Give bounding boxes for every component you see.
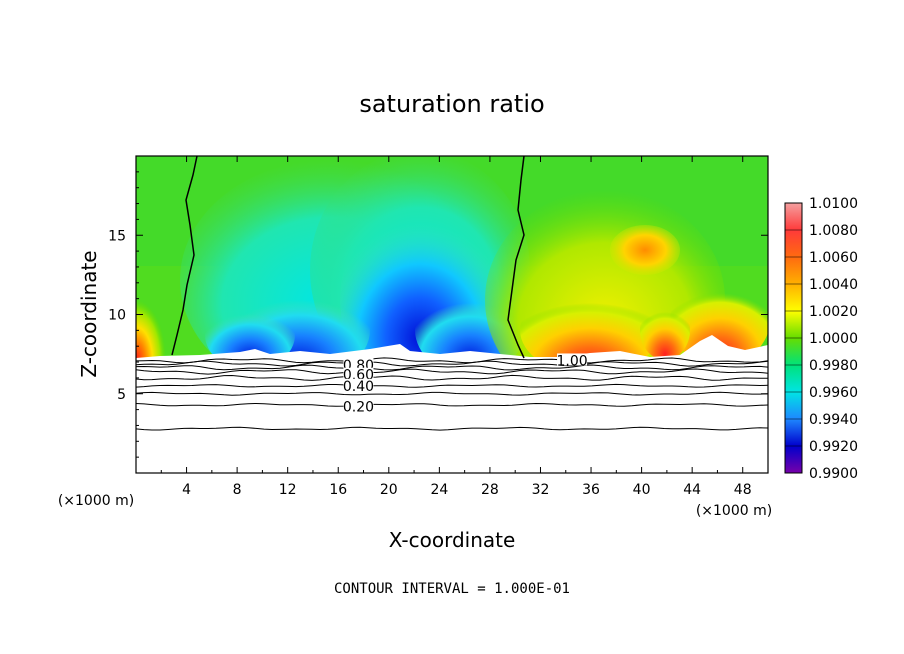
colorbar-label: 1.0020	[809, 304, 858, 320]
contour-line	[135, 364, 769, 371]
y-axis-label: Z-coordinate	[77, 250, 101, 377]
colorbar-steps	[785, 229, 802, 447]
warm-region-2	[670, 275, 768, 365]
contour-label-bg	[343, 358, 374, 371]
x-tick-label: 24	[430, 482, 448, 498]
colorbar-label: 1.0100	[809, 196, 858, 212]
warm-region-left-edge	[136, 300, 166, 360]
contour-line	[135, 391, 769, 396]
contour-1-00-left	[171, 155, 198, 356]
x-unit-right: (×1000 m)	[696, 503, 772, 519]
blue-region-far-left	[205, 300, 295, 370]
contour-interval-note: CONTOUR INTERVAL = 1.000E-01	[334, 581, 570, 597]
x-tick-label: 40	[633, 482, 651, 498]
colorbar-label: 1.0060	[809, 250, 858, 266]
chart-title: saturation ratio	[359, 90, 544, 118]
colorbar-label: 0.9960	[809, 385, 858, 401]
x-tick-label: 28	[481, 482, 499, 498]
x-tick-label: 8	[233, 482, 242, 498]
x-tick-label: 20	[380, 482, 398, 498]
y-tick-label: 10	[108, 308, 126, 324]
x-tick-label: 16	[329, 482, 347, 498]
contour-label: 0.40	[343, 379, 374, 395]
x-tick-label: 44	[683, 482, 701, 498]
x-tick-label: 36	[582, 482, 600, 498]
warm-region-3	[610, 225, 680, 275]
contour-line	[135, 402, 769, 407]
contour-line	[135, 374, 769, 381]
x-tick-label: 32	[532, 482, 550, 498]
colorbar-label: 1.0000	[809, 331, 858, 347]
x-tick-label: 12	[279, 482, 297, 498]
x-tick-label: 4	[182, 482, 191, 498]
colorbar-labels: 1.0100 1.0080 1.0060 1.0040 1.0020 1.0000 0.99…	[809, 196, 858, 482]
colorbar-label: 1.0040	[809, 277, 858, 293]
colorbar-label: 1.0080	[809, 223, 858, 239]
contour-label: 0.20	[343, 399, 374, 415]
contour-line	[135, 357, 769, 364]
x-axis-ticks: 4 8 12 16 20 24 28 32 36 40 44 48	[160, 156, 752, 498]
contour-lines	[135, 357, 769, 431]
contour-label-bg	[343, 399, 374, 412]
y-tick-label: 15	[108, 228, 126, 244]
y-tick-label: 5	[117, 387, 126, 403]
contour-labels: 1.000.800.600.400.20	[343, 353, 588, 415]
x-unit-left: (×1000 m)	[58, 493, 134, 509]
contour-1-00-right	[507, 155, 525, 359]
saturation-ratio-field	[136, 156, 768, 473]
contour-label: 1.00	[556, 353, 587, 369]
contour-label-bg	[343, 367, 374, 380]
warm-region-4	[640, 300, 690, 360]
x-axis-label: X-coordinate	[389, 528, 516, 552]
colorbar-frame	[784, 202, 803, 474]
colorbar-label: 0.9920	[809, 439, 858, 455]
colorbar-label: 0.9940	[809, 412, 858, 428]
contour-label-bg	[343, 378, 374, 391]
contour-line	[135, 426, 769, 431]
contour-line	[135, 360, 769, 367]
y-axis-ticks: 5 10 15	[108, 171, 768, 458]
x-tick-label: 48	[734, 482, 752, 498]
contour-line	[135, 383, 769, 388]
colorbar-label: 0.9980	[809, 358, 858, 374]
contour-line	[135, 368, 769, 375]
colorbar-label: 0.9900	[809, 466, 858, 482]
contour-label-bg	[557, 353, 588, 366]
